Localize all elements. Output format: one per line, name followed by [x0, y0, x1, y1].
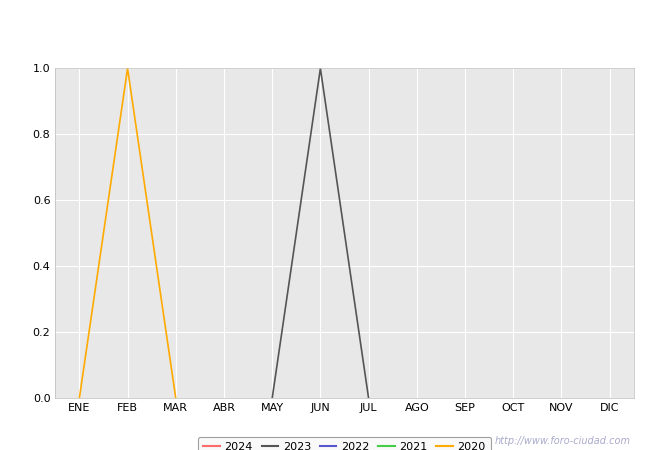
- Text: http://www.foro-ciudad.com: http://www.foro-ciudad.com: [495, 436, 630, 446]
- Legend: 2024, 2023, 2022, 2021, 2020: 2024, 2023, 2022, 2021, 2020: [198, 437, 491, 450]
- Text: Matriculaciones de Vehiculos en La Cerollera: Matriculaciones de Vehiculos en La Cerol…: [154, 9, 496, 24]
